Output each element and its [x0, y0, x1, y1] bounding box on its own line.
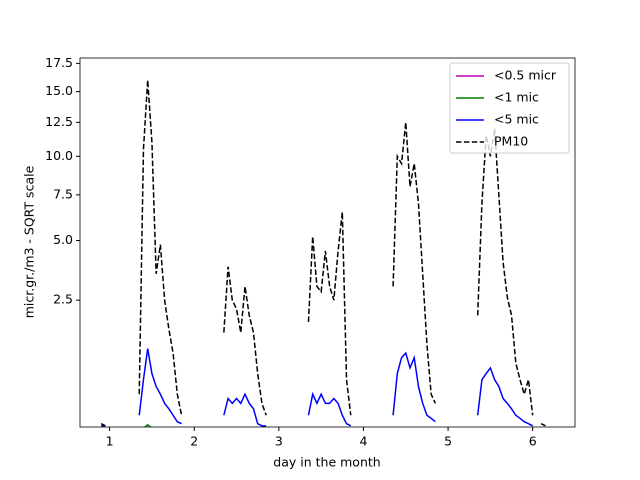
x-tick-label: 4 — [359, 434, 367, 449]
x-tick-label: 3 — [275, 434, 283, 449]
y-tick-label: 10.0 — [45, 148, 73, 163]
series-line — [100, 80, 546, 427]
y-tick-label: 12.5 — [45, 114, 73, 129]
y-tick-label: 2.5 — [53, 292, 73, 307]
y-tick-label: 17.5 — [45, 55, 73, 70]
legend-label: <5 mic — [494, 112, 539, 127]
series-line — [101, 348, 534, 427]
x-tick-label: 6 — [529, 434, 537, 449]
legend-box — [449, 62, 570, 154]
plot-lines — [100, 80, 546, 427]
x-tick-label: 5 — [444, 434, 452, 449]
legend-label: <1 mic — [494, 90, 539, 105]
y-axis-label: micr.gr./m3 - SQRT scale — [22, 165, 37, 318]
y-tick-label: 7.5 — [53, 186, 73, 201]
series-line — [143, 423, 152, 427]
legend-label: <0.5 micr — [494, 68, 557, 83]
x-tick-label: 1 — [106, 434, 114, 449]
y-tick-label: 15.0 — [45, 83, 73, 98]
legend-label: PM10 — [494, 134, 528, 149]
y-tick-label: 5.0 — [53, 232, 73, 247]
plot-frame — [79, 57, 576, 428]
x-axis-label: day in the month — [273, 455, 380, 470]
x-tick-label: 2 — [190, 434, 198, 449]
